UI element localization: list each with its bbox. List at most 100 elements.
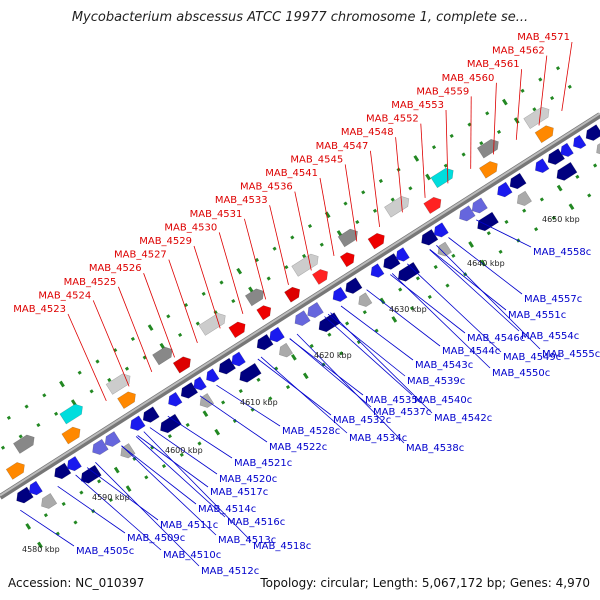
reverse-gene-label[interactable]: MAB_4528c [282,426,340,437]
forward-gene-label[interactable]: MAB_4530 [164,222,217,233]
forward-gene[interactable] [5,460,28,480]
reverse-gene[interactable] [557,142,574,159]
reverse-gene-label[interactable]: MAB_4558c [533,247,591,258]
reverse-gene[interactable] [292,310,311,329]
reverse-gene-label[interactable]: MAB_4512c [201,566,259,577]
forward-gene-label[interactable]: MAB_4545 [290,154,343,165]
reverse-gene-label[interactable]: MAB_4522c [269,442,327,453]
reverse-gene-label[interactable]: MAB_4551c [508,310,566,321]
forward-gene[interactable] [476,137,501,159]
reverse-gene[interactable] [342,277,363,297]
reverse-gene[interactable] [507,172,527,191]
reverse-gene-label[interactable]: MAB_4540c [414,395,472,406]
reverse-gene-label[interactable]: MAB_4544c [442,346,500,357]
reverse-gene[interactable] [304,301,324,320]
reverse-gene[interactable] [431,222,449,240]
reverse-gene-label[interactable]: MAB_4537c [373,407,431,418]
reverse-gene-label[interactable]: MAB_4510c [163,550,221,561]
reverse-gene[interactable] [78,464,102,486]
reverse-gene[interactable] [380,253,401,272]
forward-gene[interactable] [244,286,267,307]
forward-gene[interactable] [59,401,86,425]
reverse-gene[interactable] [102,431,121,449]
reverse-gene[interactable] [266,326,285,345]
forward-gene-label[interactable]: MAB_4553 [391,100,444,111]
reverse-gene-label[interactable]: MAB_4549c [503,352,561,363]
reverse-gene[interactable] [316,312,342,335]
reverse-gene[interactable] [140,406,160,425]
forward-gene[interactable] [256,303,274,321]
reverse-gene-label[interactable]: MAB_4516c [227,517,285,528]
forward-gene-label[interactable]: MAB_4548 [341,127,394,138]
forward-gene[interactable] [534,123,557,144]
reverse-gene-label[interactable]: MAB_4505c [76,546,134,557]
forward-gene-label[interactable]: MAB_4533 [215,195,268,206]
reverse-gene-label[interactable]: MAB_4539c [407,376,465,387]
reverse-gene-label[interactable]: MAB_4538c [406,443,464,454]
reverse-gene-label[interactable]: MAB_4534c [349,433,407,444]
forward-gene-label[interactable]: MAB_4523 [13,304,66,315]
forward-gene[interactable] [523,104,553,130]
forward-gene[interactable] [105,371,133,395]
forward-gene-label[interactable]: MAB_4527 [114,250,167,261]
reverse-gene-label[interactable]: MAB_4532c [333,415,391,426]
forward-gene[interactable] [430,165,457,189]
forward-gene[interactable] [13,432,37,454]
reverse-gene[interactable] [355,292,373,310]
forward-gene[interactable] [228,319,249,339]
reverse-gene-label[interactable]: MAB_4509c [127,533,185,544]
reverse-gene-label[interactable]: MAB_4514c [198,504,256,515]
forward-gene-label[interactable]: MAB_4529 [139,236,192,247]
reverse-gene[interactable] [254,333,274,352]
reverse-gene[interactable] [435,241,452,259]
forward-gene-label[interactable]: MAB_4560 [442,73,495,84]
forward-gene[interactable] [339,250,357,268]
forward-gene-label[interactable]: MAB_4571 [517,32,570,43]
forward-gene[interactable] [117,389,138,410]
forward-gene-label[interactable]: MAB_4541 [265,168,318,179]
reverse-gene-label[interactable]: MAB_4554c [521,331,579,342]
forward-gene[interactable] [284,284,303,303]
reverse-gene[interactable] [545,148,566,168]
reverse-gene[interactable] [236,362,262,385]
forward-gene[interactable] [172,354,194,374]
forward-gene-label[interactable]: MAB_4531 [190,209,243,220]
forward-gene[interactable] [152,344,175,366]
forward-gene[interactable] [337,226,361,248]
reverse-gene[interactable] [393,247,410,265]
forward-gene[interactable] [367,231,388,250]
reverse-gene-label[interactable]: MAB_4543c [415,360,473,371]
reverse-gene[interactable] [228,351,246,369]
reverse-gene[interactable] [127,415,146,434]
reverse-gene[interactable] [330,286,348,304]
forward-gene-label[interactable]: MAB_4559 [416,86,469,97]
reverse-gene[interactable] [203,368,220,385]
reverse-gene[interactable] [197,393,215,410]
reverse-gene[interactable] [216,357,236,377]
reverse-gene-label[interactable]: MAB_4513c [218,535,276,546]
reverse-gene[interactable] [190,376,207,393]
forward-gene-label[interactable]: MAB_4552 [366,114,419,125]
reverse-gene[interactable] [178,382,199,401]
reverse-gene-label[interactable]: MAB_4517c [210,487,268,498]
reverse-gene[interactable] [570,134,587,151]
reverse-gene-label[interactable]: MAB_4535c [365,395,423,406]
reverse-gene-label[interactable]: MAB_4520c [219,474,277,485]
reverse-gene-label[interactable]: MAB_4546c [467,333,525,344]
reverse-gene[interactable] [554,161,578,183]
reverse-gene[interactable] [514,190,532,208]
forward-gene-label[interactable]: MAB_4526 [89,263,142,274]
reverse-gene[interactable] [418,229,439,248]
reverse-gene[interactable] [157,413,182,435]
reverse-gene[interactable] [593,139,600,158]
forward-gene[interactable] [384,194,412,218]
reverse-gene[interactable] [456,205,476,224]
reverse-gene[interactable] [474,211,499,233]
forward-gene-label[interactable]: MAB_4562 [492,46,545,57]
reverse-gene[interactable] [276,342,294,360]
reverse-gene[interactable] [469,197,488,216]
reverse-gene[interactable] [494,181,513,200]
reverse-gene[interactable] [26,480,43,498]
forward-gene-label[interactable]: MAB_4524 [38,290,91,301]
forward-gene[interactable] [198,311,229,336]
